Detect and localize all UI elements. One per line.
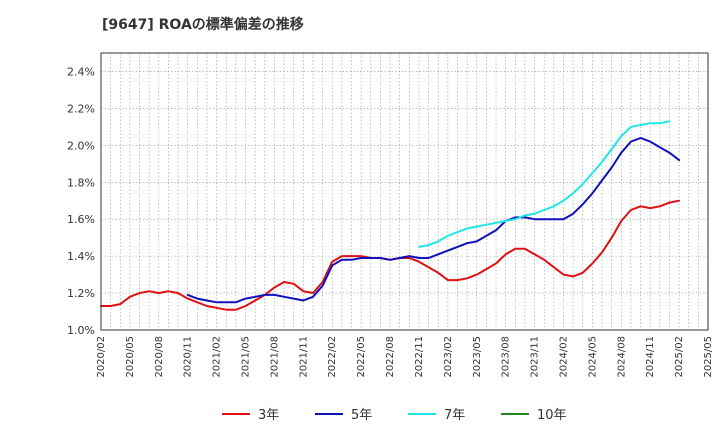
x-tick-label: 2024/08 — [616, 336, 627, 378]
x-tick-label: 2025/05 — [703, 336, 714, 378]
x-tick-label: 2020/02 — [96, 336, 107, 378]
legend-label: 5年 — [351, 408, 372, 423]
x-tick-label: 2021/02 — [212, 336, 223, 378]
y-tick-label: 1.8% — [67, 176, 95, 189]
y-tick-label: 2.4% — [67, 65, 95, 78]
x-tick-label: 2023/02 — [443, 336, 454, 378]
x-tick-label: 2020/05 — [125, 336, 136, 378]
x-tick-label: 2022/05 — [356, 336, 367, 378]
x-tick-label: 2021/05 — [241, 336, 252, 378]
legend-label: 3年 — [258, 408, 279, 423]
x-tick-label: 2020/08 — [154, 336, 165, 378]
x-tick-label: 2021/11 — [298, 336, 309, 378]
x-tick-label: 2025/02 — [674, 336, 685, 378]
x-tick-label: 2022/08 — [385, 336, 396, 378]
legend-label: 10年 — [537, 408, 567, 423]
x-tick-label: 2021/08 — [269, 336, 280, 378]
y-tick-label: 1.4% — [67, 250, 95, 263]
legend-label: 7年 — [444, 408, 465, 423]
y-tick-label: 2.2% — [67, 102, 95, 115]
series-line — [186, 136, 681, 304]
chart-title: [9647] ROAの標準偏差の推移 — [102, 17, 304, 33]
x-tick-label: 2023/11 — [530, 336, 541, 378]
x-tick-label: 2020/11 — [183, 336, 194, 378]
x-tick-label: 2024/02 — [558, 336, 569, 378]
y-tick-label: 1.2% — [67, 287, 95, 300]
y-tick-label: 2.0% — [67, 139, 95, 152]
x-tick-label: 2024/11 — [645, 336, 656, 378]
x-tick-label: 2022/02 — [327, 336, 338, 378]
series-line — [418, 120, 671, 248]
x-tick-label: 2022/11 — [414, 336, 425, 378]
x-tick-label: 2023/05 — [472, 336, 483, 378]
plot-area — [101, 53, 708, 330]
plot-border — [100, 52, 709, 331]
x-tick-label: 2023/08 — [501, 336, 512, 378]
x-tick-label: 2024/05 — [587, 336, 598, 378]
y-tick-label: 1.0% — [67, 324, 95, 337]
y-tick-label: 1.6% — [67, 213, 95, 226]
